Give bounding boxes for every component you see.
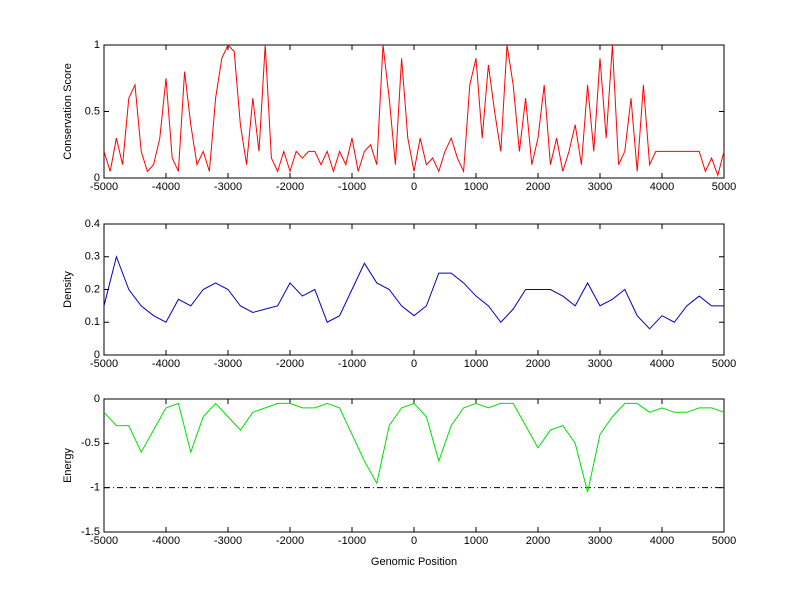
y-tick-label: -1.5 [81,526,100,538]
x-tick-label: 1000 [464,358,488,370]
x-tick-label: 2000 [526,181,550,193]
y-tick-label: 1 [94,39,100,51]
plot-area [103,44,725,179]
y-tick-label: 0.5 [85,105,100,117]
x-tick-label: 3000 [588,535,612,547]
y-axis-label: Energy [62,448,74,483]
x-tick-label: 4000 [650,358,674,370]
x-axis-label: Genomic Position [371,556,457,568]
x-tick-label: 4000 [650,181,674,193]
x-tick-label: -5000 [90,181,118,193]
y-tick-label: -0.5 [81,437,100,449]
x-tick-label: 0 [411,358,417,370]
y-tick-label: 0.4 [85,218,100,230]
x-tick-label: -3000 [214,535,242,547]
x-tick-label: -5000 [90,358,118,370]
y-tick-label: 0.1 [85,316,100,328]
x-tick-label: 3000 [588,358,612,370]
data-line [103,255,724,330]
x-tick-label: -3000 [214,181,242,193]
x-tick-label: -4000 [152,535,180,547]
x-tick-label: -1000 [338,535,366,547]
x-tick-label: 5000 [712,181,736,193]
plot-area [103,223,725,356]
x-tick-label: -2000 [276,358,304,370]
x-tick-label: 0 [411,535,417,547]
data-line [103,402,725,493]
x-tick-label: 1000 [464,181,488,193]
x-tick-label: -3000 [214,358,242,370]
x-tick-label: 5000 [712,358,736,370]
plot-area [103,398,725,533]
x-tick-label: -2000 [276,181,304,193]
y-tick-label: 0.2 [85,283,100,295]
x-tick-label: -1000 [338,181,366,193]
x-tick-label: -4000 [152,358,180,370]
x-tick-label: 5000 [712,535,736,547]
y-tick-label: 0 [94,349,100,361]
x-tick-label: -4000 [152,181,180,193]
x-tick-label: -5000 [90,535,118,547]
x-tick-label: 1000 [464,535,488,547]
x-tick-label: -1000 [338,358,366,370]
data-line [103,44,725,178]
y-tick-label: 0.3 [85,251,100,263]
x-tick-label: 4000 [650,535,674,547]
y-tick-label: 0 [94,393,100,405]
y-tick-label: -1 [90,482,100,494]
x-tick-label: 2000 [526,358,550,370]
x-tick-label: 0 [411,181,417,193]
x-tick-label: 2000 [526,535,550,547]
y-axis-label: Density [62,271,74,308]
y-tick-label: 0 [94,172,100,184]
x-tick-label: -2000 [276,535,304,547]
x-tick-label: 3000 [588,181,612,193]
y-axis-label: Conservation Score [62,63,74,160]
